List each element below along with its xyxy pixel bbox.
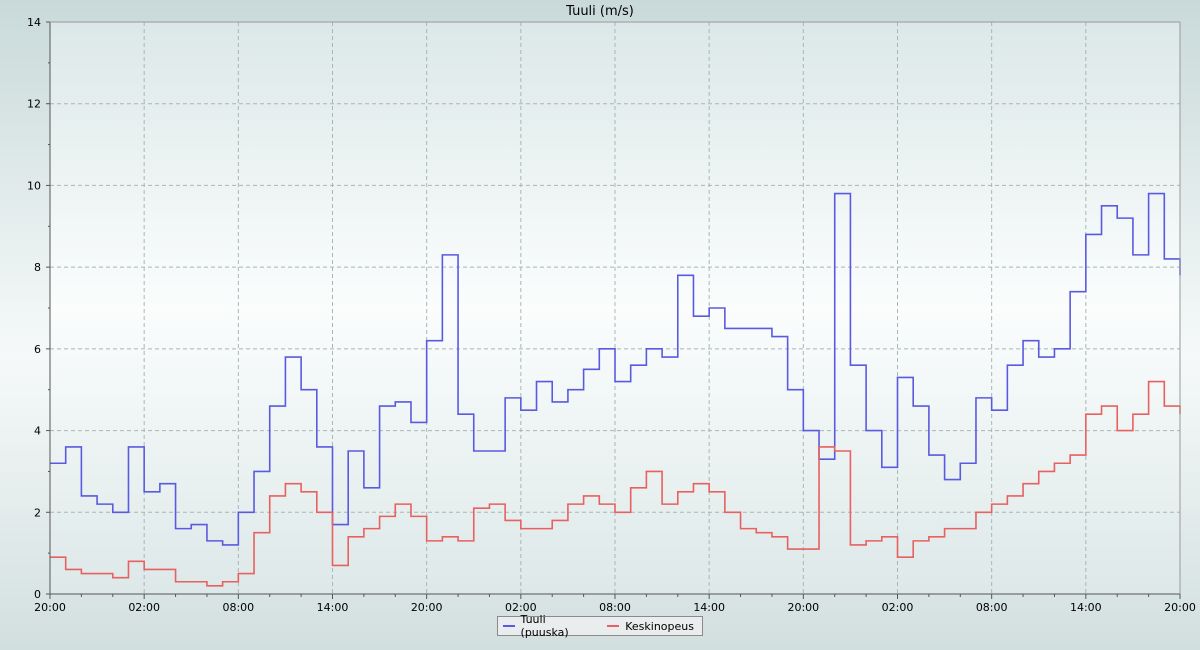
y-tick-label: 2 xyxy=(34,506,41,519)
y-tick-label: 4 xyxy=(34,425,41,438)
x-tick-label: 20:00 xyxy=(411,601,443,614)
x-tick-label: 02:00 xyxy=(505,601,537,614)
legend-swatch-gust xyxy=(503,625,515,627)
legend-item-gust: Tuuli (puuska) xyxy=(503,613,594,639)
y-tick-label: 0 xyxy=(34,588,41,601)
y-tick-label: 10 xyxy=(27,179,41,192)
legend-swatch-average xyxy=(607,625,620,627)
y-tick-label: 12 xyxy=(27,98,41,111)
y-tick-label: 8 xyxy=(34,261,41,274)
series-line-average xyxy=(50,380,1181,587)
x-tick-label: 20:00 xyxy=(1164,601,1196,614)
x-tick-label: 08:00 xyxy=(976,601,1008,614)
x-tick-label: 14:00 xyxy=(693,601,725,614)
x-tick-label: 14:00 xyxy=(317,601,349,614)
x-tick-label: 02:00 xyxy=(882,601,914,614)
x-tick-label: 20:00 xyxy=(787,601,819,614)
x-tick-label: 20:00 xyxy=(34,601,66,614)
x-tick-label: 14:00 xyxy=(1070,601,1102,614)
legend: Tuuli (puuska) Keskinopeus xyxy=(497,613,703,639)
legend-label-average: Keskinopeus xyxy=(625,619,694,633)
x-tick-label: 08:00 xyxy=(222,601,254,614)
chart-title: Tuuli (m/s) xyxy=(565,4,634,19)
axes xyxy=(46,21,1181,599)
legend-label-gust: Tuuli (puuska) xyxy=(520,613,569,639)
legend-item-average: Keskinopeus xyxy=(607,620,694,633)
series-line-gust xyxy=(50,192,1181,546)
tick-labels: 0 2 4 6 8 10 12 14 20:00 02:00 08:00 14:00 20:00 02:0… xyxy=(27,16,1196,614)
x-tick-label: 02:00 xyxy=(128,601,160,614)
series-layer xyxy=(50,192,1181,587)
y-tick-label: 14 xyxy=(27,16,41,29)
x-tick-label: 08:00 xyxy=(599,601,631,614)
y-tick-label: 6 xyxy=(34,343,41,356)
